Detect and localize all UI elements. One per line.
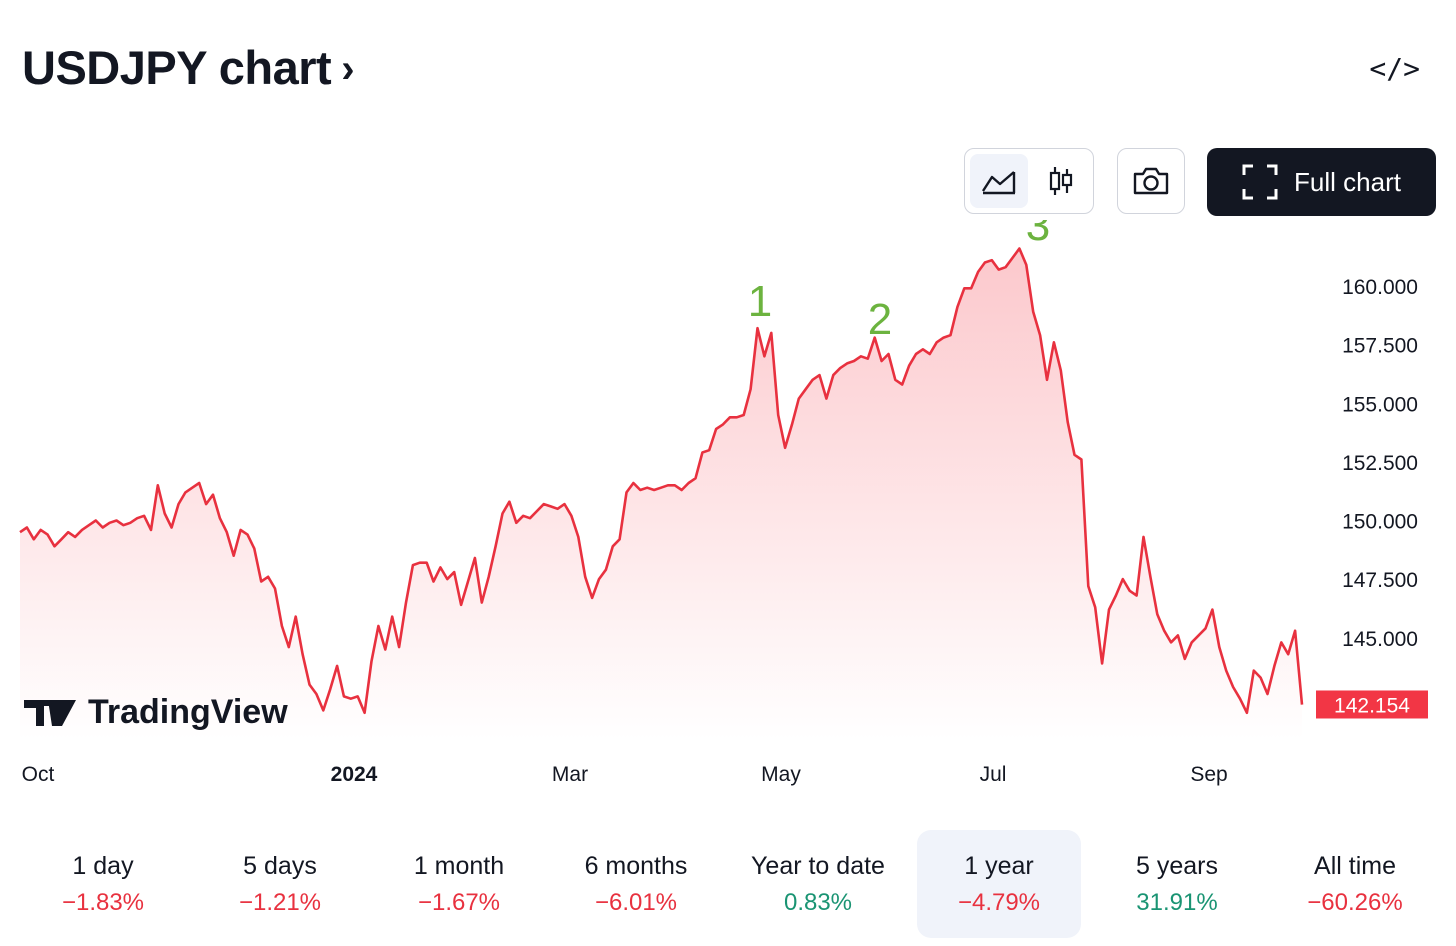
range-label: 6 months — [584, 851, 688, 880]
range-selector: 1 day −1.83% 5 days −1.21% 1 month −1.67% 6 mo… — [0, 830, 1456, 938]
tradingview-logo-icon — [24, 700, 76, 726]
range-change: −1.21% — [238, 888, 322, 916]
range-label: 1 month — [413, 851, 505, 880]
y-tick-label: 155.000 — [1342, 393, 1418, 416]
range-change: −60.26% — [1307, 888, 1403, 916]
range-change: −1.67% — [417, 888, 501, 916]
y-tick-label: 145.000 — [1342, 628, 1418, 651]
range-option-6-months[interactable]: 6 months −6.01% — [554, 830, 718, 938]
range-option-year-to-date[interactable]: Year to date 0.83% — [736, 830, 900, 938]
range-label: Year to date — [751, 851, 885, 880]
y-tick-label: 147.500 — [1342, 569, 1418, 592]
range-change: −4.79% — [957, 888, 1041, 916]
peak-annotation-2: 2 — [868, 295, 892, 344]
code-icon[interactable]: </> — [1369, 52, 1420, 85]
full-chart-button[interactable]: Full chart — [1207, 148, 1436, 216]
last-price-label: 142.154 — [1334, 694, 1410, 717]
y-tick-label: 160.000 — [1342, 276, 1418, 299]
x-tick-label: Mar — [552, 763, 588, 786]
peak-annotation-3: 3 — [1026, 220, 1050, 250]
x-tick-label: Sep — [1190, 763, 1227, 786]
chevron-right-icon: › — [341, 47, 355, 91]
full-chart-label: Full chart — [1294, 166, 1401, 197]
range-option-1-year[interactable]: 1 year −4.79% — [917, 830, 1081, 938]
price-area-fill — [20, 248, 1302, 740]
page-title: USDJPY chart — [22, 41, 332, 94]
y-tick-label: 150.000 — [1342, 511, 1418, 534]
watermark-text: TradingView — [88, 693, 288, 731]
x-tick-label: 2024 — [331, 763, 378, 786]
range-option-5-days[interactable]: 5 days −1.21% — [198, 830, 362, 938]
range-option-all-time[interactable]: All time −60.26% — [1273, 830, 1437, 938]
peak-annotation-1: 1 — [748, 277, 772, 326]
chart-title-link[interactable]: USDJPY chart › — [22, 40, 355, 95]
price-line — [19, 247, 1304, 715]
range-change: −1.83% — [61, 888, 145, 916]
camera-icon[interactable] — [1117, 148, 1185, 214]
candlestick-icon[interactable] — [1032, 154, 1090, 208]
range-change: 31.91% — [1136, 888, 1218, 916]
range-label: All time — [1314, 851, 1396, 880]
range-change: −6.01% — [594, 888, 678, 916]
range-label: 5 days — [243, 851, 317, 880]
area-chart-icon[interactable] — [970, 154, 1028, 208]
x-tick-label: May — [761, 763, 801, 786]
x-tick-label: Oct — [22, 763, 55, 786]
chart-type-switcher — [964, 148, 1094, 214]
y-tick-label: 152.500 — [1342, 452, 1418, 475]
range-change: 0.83% — [783, 888, 853, 916]
range-label: 5 years — [1136, 851, 1218, 880]
range-option-1-month[interactable]: 1 month −1.67% — [377, 830, 541, 938]
range-label: 1 year — [964, 851, 1034, 880]
range-option-5-years[interactable]: 5 years 31.91% — [1095, 830, 1259, 938]
fullscreen-icon — [1242, 164, 1278, 200]
range-option-1-day[interactable]: 1 day −1.83% — [21, 830, 185, 938]
range-label: 1 day — [72, 851, 134, 880]
tradingview-watermark: TradingView — [24, 693, 288, 731]
x-tick-label: Jul — [980, 763, 1007, 786]
price-chart[interactable]: 160.000 157.500 155.000 152.500 150.000 147.5… — [0, 220, 1456, 820]
y-tick-label: 157.500 — [1342, 335, 1418, 358]
last-price-badge — [1316, 690, 1428, 719]
